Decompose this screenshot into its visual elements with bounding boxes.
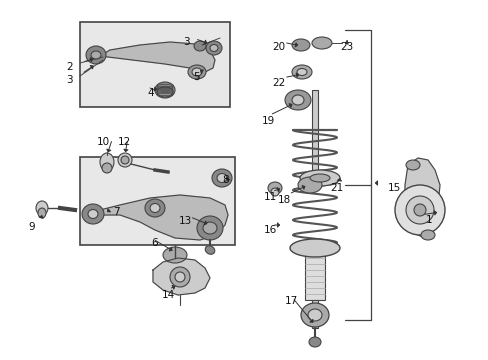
Ellipse shape	[311, 37, 331, 49]
Ellipse shape	[307, 309, 321, 321]
Circle shape	[175, 272, 184, 282]
Ellipse shape	[38, 208, 46, 218]
Ellipse shape	[187, 65, 205, 79]
Bar	[305, 250, 325, 300]
Ellipse shape	[86, 46, 106, 64]
Text: 3: 3	[66, 75, 73, 85]
Ellipse shape	[100, 153, 114, 171]
Ellipse shape	[217, 174, 226, 183]
Text: 21: 21	[329, 183, 343, 193]
Polygon shape	[93, 195, 227, 240]
Ellipse shape	[88, 210, 98, 219]
Circle shape	[405, 196, 433, 224]
Ellipse shape	[157, 87, 173, 97]
Ellipse shape	[270, 188, 279, 196]
Ellipse shape	[212, 169, 231, 187]
Circle shape	[413, 204, 425, 216]
Ellipse shape	[420, 230, 434, 240]
Ellipse shape	[197, 216, 223, 240]
Text: 16: 16	[264, 225, 277, 235]
Text: 22: 22	[271, 78, 285, 88]
Bar	[80, 22, 229, 107]
Text: 20: 20	[271, 42, 285, 52]
Ellipse shape	[405, 160, 419, 170]
Ellipse shape	[291, 65, 311, 79]
Text: 17: 17	[285, 296, 298, 306]
Text: 8: 8	[222, 175, 228, 185]
Text: 12: 12	[118, 137, 131, 147]
Ellipse shape	[118, 153, 132, 167]
Text: 3: 3	[183, 37, 189, 47]
Text: 7: 7	[113, 207, 120, 217]
Ellipse shape	[205, 41, 222, 55]
Ellipse shape	[267, 182, 282, 194]
Text: 13: 13	[179, 216, 192, 226]
Text: 23: 23	[339, 42, 352, 52]
Ellipse shape	[299, 170, 339, 186]
Circle shape	[170, 267, 190, 287]
Ellipse shape	[203, 222, 217, 234]
Ellipse shape	[291, 39, 309, 51]
Text: 5: 5	[193, 72, 199, 82]
Text: 4: 4	[147, 88, 153, 98]
Text: 2: 2	[66, 62, 73, 72]
Circle shape	[394, 185, 444, 235]
Ellipse shape	[205, 246, 214, 254]
Text: 15: 15	[387, 183, 401, 193]
Polygon shape	[153, 258, 209, 295]
Ellipse shape	[36, 201, 48, 215]
Ellipse shape	[150, 203, 160, 212]
Text: 10: 10	[97, 137, 110, 147]
Ellipse shape	[309, 174, 329, 182]
Ellipse shape	[102, 163, 112, 173]
Ellipse shape	[163, 247, 186, 263]
Bar	[311, 90, 317, 170]
Ellipse shape	[91, 51, 101, 59]
Ellipse shape	[121, 156, 129, 164]
Ellipse shape	[297, 177, 321, 193]
Ellipse shape	[82, 204, 104, 224]
Text: 19: 19	[262, 116, 275, 126]
Text: 6: 6	[151, 238, 157, 248]
Ellipse shape	[285, 90, 310, 110]
Bar	[80, 157, 235, 245]
Text: 11: 11	[264, 192, 277, 202]
Ellipse shape	[155, 82, 175, 98]
Text: 9: 9	[28, 222, 35, 232]
Ellipse shape	[291, 95, 304, 105]
Ellipse shape	[289, 239, 339, 257]
Text: 1: 1	[425, 215, 432, 225]
Ellipse shape	[192, 68, 202, 76]
Polygon shape	[404, 158, 439, 238]
Text: 18: 18	[278, 195, 291, 205]
Ellipse shape	[296, 68, 306, 76]
Ellipse shape	[301, 303, 328, 327]
Ellipse shape	[145, 199, 164, 217]
Ellipse shape	[194, 41, 205, 51]
Text: 14: 14	[162, 290, 175, 300]
Ellipse shape	[308, 337, 320, 347]
Polygon shape	[100, 42, 215, 72]
Bar	[311, 300, 317, 328]
Ellipse shape	[209, 45, 218, 51]
